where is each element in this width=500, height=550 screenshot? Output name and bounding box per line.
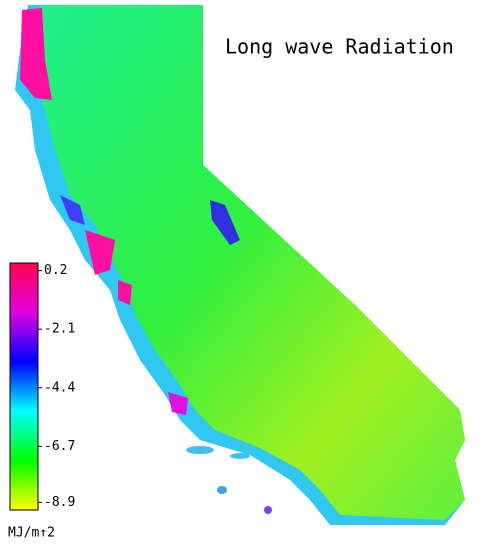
colorbar-tick-label: 0.2 [44, 263, 67, 278]
island [264, 506, 272, 514]
colorbar-tick-label: -6.7 [44, 439, 75, 454]
colorbar-unit: MJ/m↑2 [8, 526, 55, 541]
island [217, 486, 227, 494]
land [35, 5, 465, 520]
blue-patch [210, 200, 240, 245]
island [186, 446, 214, 454]
magenta-patch [118, 280, 132, 305]
colorbar [9, 262, 39, 511]
magenta-patch [85, 230, 115, 275]
blue-patch [60, 195, 85, 225]
magenta-patch [20, 8, 52, 100]
map-title: Long wave Radiation [225, 35, 454, 59]
colorbar-tick-label: -2.1 [44, 322, 75, 337]
colorbar-tick-label: -8.9 [44, 495, 75, 510]
colorbar-tick-label: -4.4 [44, 380, 75, 395]
california-map [15, 5, 465, 525]
magenta-patch [168, 392, 188, 415]
island [230, 453, 250, 459]
